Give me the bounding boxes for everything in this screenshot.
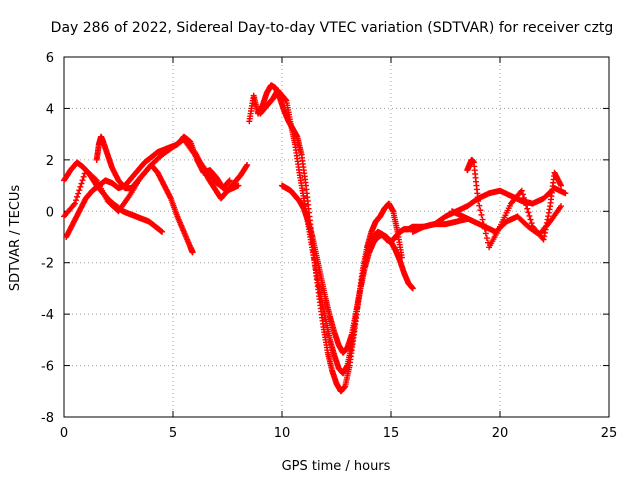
data-point [77,183,84,190]
data-point [478,211,485,218]
data-point [235,182,242,189]
data-point [558,203,565,210]
chart-title: Day 286 of 2022, Sidereal Day-to-day VTE… [51,20,614,36]
data-point [226,177,233,184]
series-track-11 [464,156,565,251]
y-tick-label: -6 [41,360,54,375]
data-point [527,216,534,223]
data-point [518,187,525,194]
y-tick-label: 2 [46,154,54,169]
data-point [519,191,526,198]
y-tick-label: 6 [46,51,54,66]
data-point [476,202,483,209]
data-point [76,187,83,194]
x-tick-label: 25 [601,426,618,441]
data-point [480,221,487,228]
data-point [524,205,531,212]
data-point [483,235,490,242]
series-track-5 [191,149,251,202]
data-point [562,190,569,197]
data-point [523,202,530,209]
y-tick-label: -2 [41,257,54,272]
data-point [75,190,82,197]
marks-layer [61,82,569,395]
data-point [475,198,482,204]
data-point [72,197,79,204]
data-point [70,201,77,208]
y-tick-label: -4 [41,308,54,323]
data-point [74,193,81,200]
x-axis-label: GPS time / hours [282,459,391,474]
y-tick-label: -8 [41,411,54,426]
x-tick-label: 5 [169,426,177,441]
data-point [244,162,251,168]
data-point [477,207,484,214]
data-point [71,200,78,207]
data-point [159,228,166,235]
y-tick-label: 0 [46,205,54,220]
data-point [526,212,533,219]
data-point [80,173,87,180]
x-tick-label: 0 [60,426,68,441]
x-tick-label: 15 [383,426,400,441]
series-track-3 [93,133,196,256]
x-tick-label: 10 [274,426,291,441]
data-point [409,285,416,292]
y-tick-label: 4 [46,102,54,117]
data-point [189,249,196,256]
data-point [79,177,86,184]
x-tick-label: 20 [492,426,509,441]
y-axis-label: SDTVAR / TECUs [8,185,23,292]
data-point [482,230,489,237]
data-point [525,209,532,216]
data-point [479,216,486,223]
tick-layer: 0 5 10 15 20 25 -8 -6 -4 -2 0 2 4 6 [41,51,617,441]
series-track-2 [61,159,166,235]
data-point [520,194,527,201]
data-point [522,198,529,205]
data-point [558,182,565,189]
data-point [78,180,85,187]
series-track-7 [257,87,416,377]
data-point [528,220,535,227]
data-point [481,225,488,232]
